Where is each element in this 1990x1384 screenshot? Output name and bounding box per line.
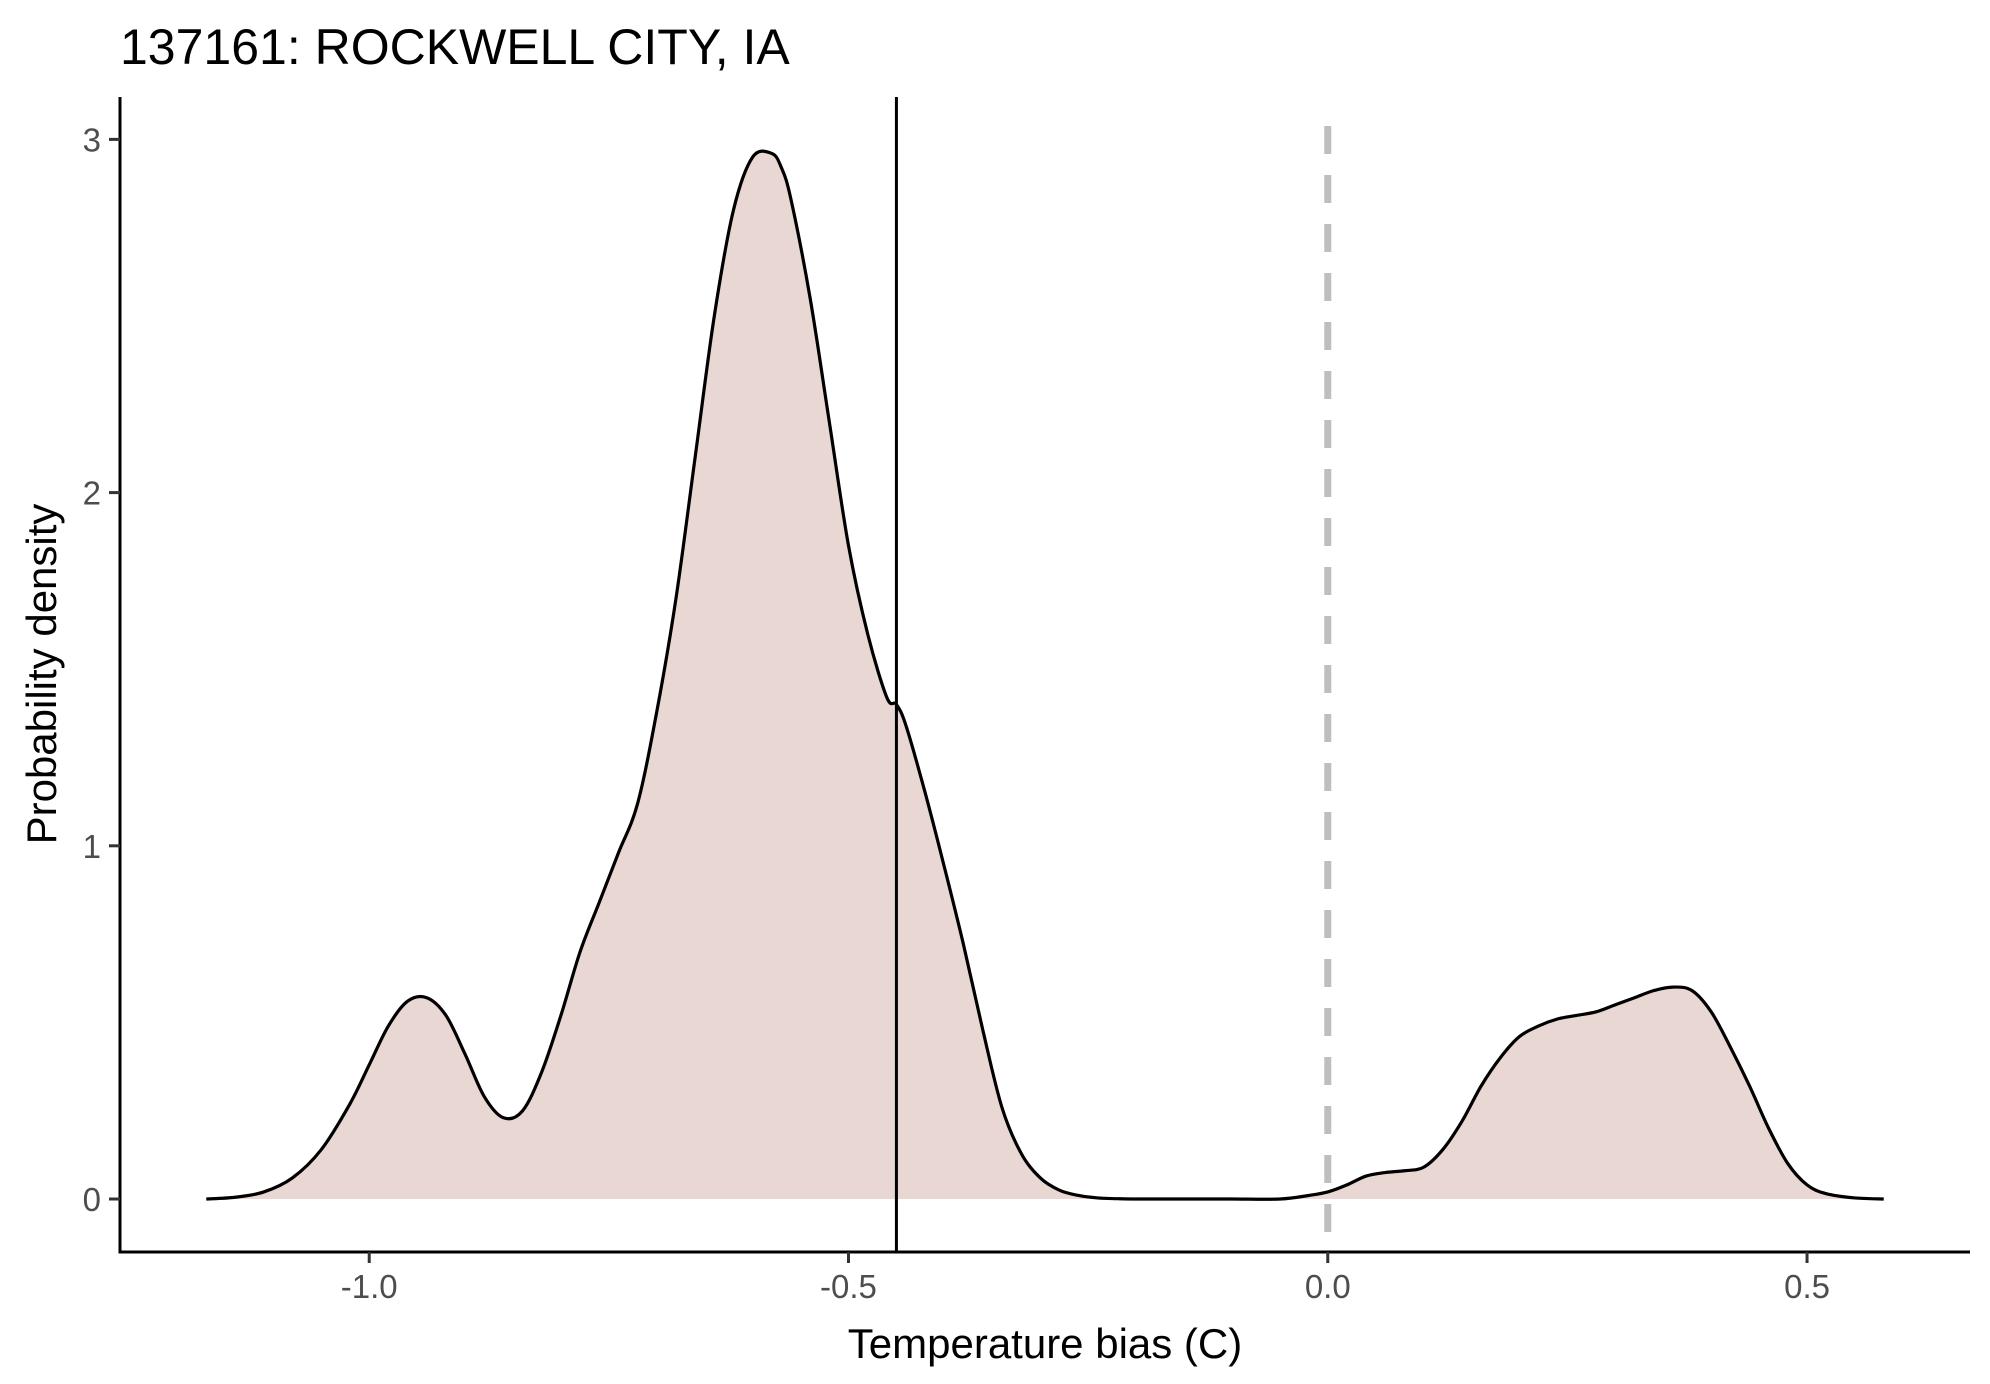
x-tick-label: 0.0	[1305, 1268, 1351, 1305]
x-tick-label: 0.5	[1784, 1268, 1830, 1305]
density-area	[206, 151, 1884, 1200]
x-axis-title: Temperature bias (C)	[848, 1320, 1242, 1367]
y-tick-label: 3	[83, 121, 101, 158]
y-tick-label: 0	[83, 1181, 101, 1218]
plot-area	[206, 149, 1884, 1201]
y-tick-label: 1	[83, 828, 101, 865]
y-axis-title: Probability density	[18, 504, 65, 845]
x-tick-label: -1.0	[341, 1268, 398, 1305]
y-axis-ticks: 0 1 2 3	[83, 121, 120, 1218]
density-curve	[206, 149, 1884, 1201]
chart-title: 137161: ROCKWELL CITY, IA	[120, 19, 790, 75]
x-axis-ticks: -1.0 -0.5 0.0 0.5	[341, 1252, 1830, 1305]
y-tick-label: 2	[83, 475, 101, 512]
x-tick-label: -0.5	[820, 1268, 877, 1305]
reference-lines	[894, 97, 1332, 1252]
